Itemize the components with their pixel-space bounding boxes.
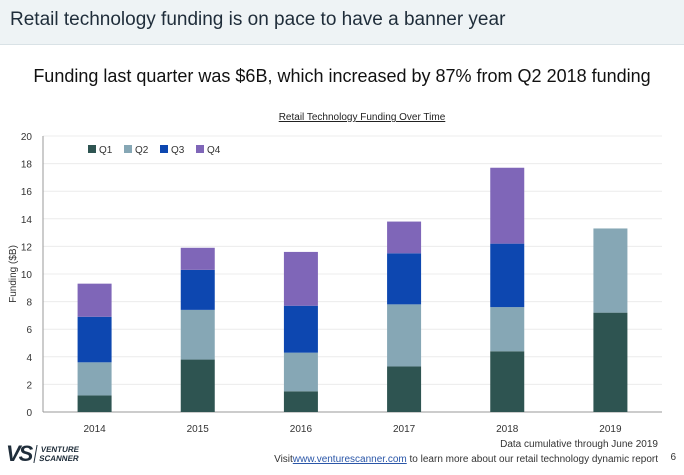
legend-label: Q3 [171, 145, 185, 156]
bar-2018-q4 [490, 167, 525, 244]
bar-2014-q1 [77, 395, 112, 412]
y-tick-label: 18 [21, 160, 33, 171]
bar-2017-q4 [387, 221, 422, 254]
bar-2015-q4 [180, 247, 215, 270]
bar-2014-q2 [77, 362, 112, 396]
legend-swatch-q4 [196, 145, 204, 153]
visit-text: Visitwww.venturescanner.com to learn mor… [274, 454, 658, 465]
logo-line1: VENTURE [40, 445, 81, 454]
y-tick-label: 12 [21, 242, 33, 253]
x-tick-label: 2016 [290, 424, 313, 435]
x-tick-label: 2019 [599, 424, 622, 435]
legend-label: Q4 [207, 145, 221, 156]
bar-2016-q1 [283, 391, 318, 412]
visit-prefix: Visit [274, 454, 293, 465]
data-note: Data cumulative through June 2019 [500, 439, 658, 450]
y-tick-label: 16 [21, 187, 33, 198]
bar-2015-q1 [180, 359, 215, 412]
logo-text: VENTURE SCANNER [33, 445, 82, 463]
bar-2018-q1 [490, 351, 525, 412]
y-tick-label: 20 [21, 132, 33, 143]
logo-mark: VS [6, 441, 33, 466]
bar-2016-q4 [283, 251, 318, 306]
y-tick-label: 2 [26, 380, 32, 391]
header-bar: Retail technology funding is on pace to … [0, 0, 684, 45]
y-tick-label: 8 [26, 298, 32, 309]
bar-2019-q1 [593, 312, 628, 412]
venturescanner-link[interactable]: www.venturescanner.com [292, 454, 407, 465]
legend-swatch-q2 [124, 145, 132, 153]
legend-swatch-q3 [160, 145, 168, 153]
y-tick-label: 14 [21, 215, 33, 226]
chart-title: Retail Technology Funding Over Time [278, 112, 446, 123]
bar-2018-q2 [490, 307, 525, 352]
bar-2015-q2 [180, 309, 215, 360]
bar-2014-q4 [77, 283, 112, 317]
y-axis-label: Funding ($B) [8, 245, 19, 303]
bar-2016-q2 [283, 352, 318, 392]
bar-2014-q3 [77, 316, 112, 363]
bar-2019-q2 [593, 228, 628, 313]
bar-2018-q3 [490, 243, 525, 308]
bar-2015-q3 [180, 269, 215, 310]
bar-2016-q3 [283, 305, 318, 353]
x-tick-label: 2017 [393, 424, 416, 435]
bar-2017-q2 [387, 304, 422, 367]
legend-label: Q1 [99, 145, 113, 156]
y-tick-label: 0 [26, 408, 32, 419]
bar-2017-q3 [387, 253, 422, 305]
bar-2017-q1 [387, 366, 422, 412]
visit-suffix: to learn more about our retail technolog… [406, 454, 658, 465]
slide-subtitle: Funding last quarter was $6B, which incr… [33, 66, 651, 86]
x-tick-label: 2015 [187, 424, 210, 435]
venture-scanner-logo: VS VENTURE SCANNER [6, 441, 82, 467]
y-tick-label: 10 [21, 270, 33, 281]
slide-title: Retail technology funding is on pace to … [10, 9, 506, 30]
x-tick-label: 2014 [83, 424, 106, 435]
y-tick-label: 4 [26, 353, 32, 364]
y-tick-label: 6 [26, 325, 32, 336]
page-number: 6 [670, 452, 676, 463]
legend-label: Q2 [135, 145, 149, 156]
legend-swatch-q1 [88, 145, 96, 153]
x-tick-label: 2018 [496, 424, 519, 435]
logo-line2: SCANNER [38, 454, 80, 463]
